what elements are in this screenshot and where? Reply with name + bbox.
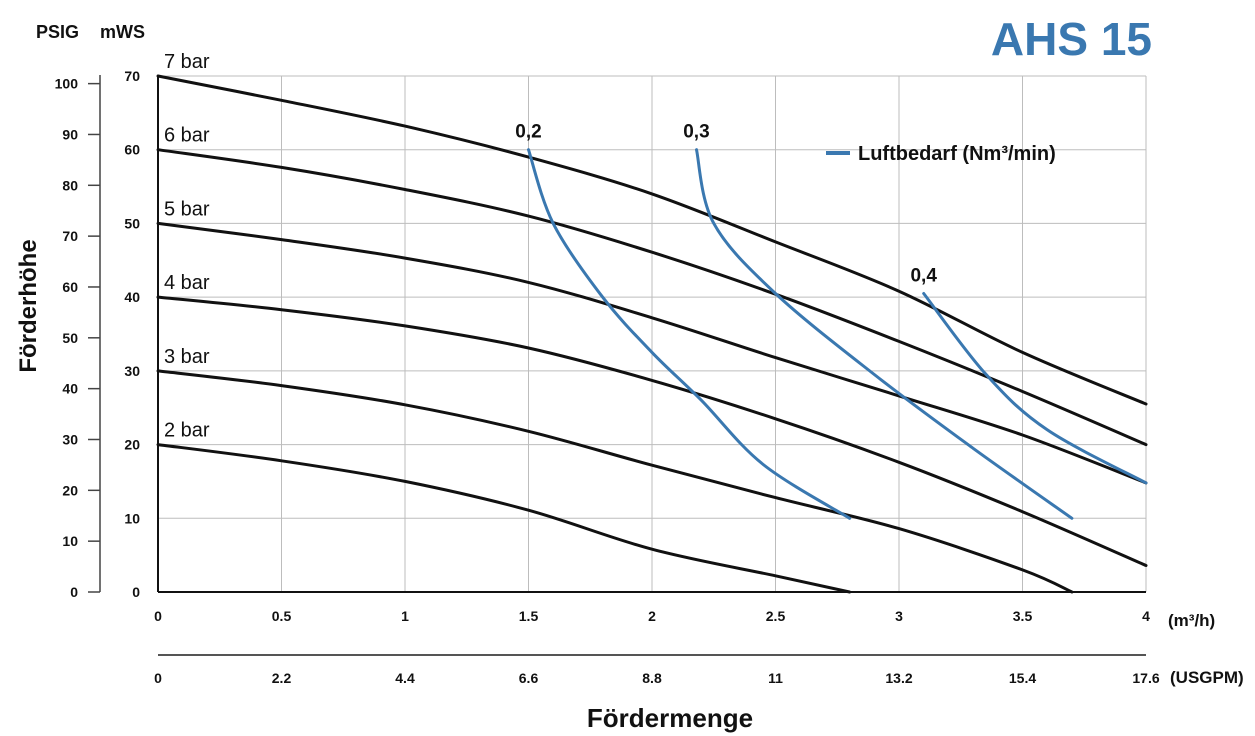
curve-label-2-bar: 2 bar (164, 420, 210, 442)
curve-label-6-bar: 6 bar (164, 125, 210, 147)
y-tick-psig-50: 50 (62, 330, 78, 346)
curve-6-bar (156, 148, 1148, 447)
x-tick-usgpm-0: 0 (154, 670, 162, 686)
y-tick-psig-40: 40 (62, 381, 78, 397)
x-tick-usgpm-4-4: 4.4 (395, 670, 415, 686)
y-tick-mws-10: 10 (124, 510, 140, 526)
air-curve-label-0-3: 0,3 (683, 122, 709, 143)
x-tick-m3h-4: 4 (1142, 608, 1150, 624)
x-unit-usgpm: (USGPM) (1170, 668, 1244, 687)
x-tick-usgpm-13-2: 13.2 (885, 670, 912, 686)
y-tick-mws-40: 40 (124, 289, 140, 305)
y-tick-psig-60: 60 (62, 279, 78, 295)
x-tick-m3h-2: 2 (648, 608, 656, 624)
air-curve-0-2 (527, 148, 852, 520)
x-tick-m3h-2-5: 2.5 (766, 608, 786, 624)
x-tick-usgpm-2-2: 2.2 (272, 670, 292, 686)
curve-label-4-bar: 4 bar (164, 272, 210, 294)
curve-2-bar (156, 443, 852, 594)
x-unit-m3h: (m³/h) (1168, 611, 1215, 630)
x-tick-usgpm-17-6: 17.6 (1132, 670, 1159, 686)
x-tick-m3h-0-5: 0.5 (272, 608, 292, 624)
air-curve-0-4 (922, 292, 1148, 485)
y-tick-mws-0: 0 (132, 584, 140, 600)
y-tick-psig-70: 70 (62, 228, 78, 244)
y-tick-psig-30: 30 (62, 431, 78, 447)
pressure-curves: 7 bar 6 bar 5 bar 4 bar 3 bar 2 bar (156, 51, 1148, 594)
mws-unit-label: mWS (100, 22, 145, 42)
y-tick-psig-80: 80 (62, 177, 78, 193)
x-axis-label: Fördermenge (587, 703, 753, 733)
y-tick-mws-60: 60 (124, 142, 140, 158)
y-axis-label: Förderhöhe (15, 239, 42, 372)
x-tick-m3h-1-5: 1.5 (519, 608, 539, 624)
x-tick-m3h-3-5: 3.5 (1013, 608, 1033, 624)
y-tick-psig-10: 10 (62, 533, 78, 549)
air-curve-0-3 (695, 148, 1074, 520)
x-tick-m3h-1: 1 (401, 608, 409, 624)
x-tick-usgpm-8-8: 8.8 (642, 670, 662, 686)
y-tick-mws-50: 50 (124, 215, 140, 231)
y-tick-psig-20: 20 (62, 482, 78, 498)
curve-label-5-bar: 5 bar (164, 198, 210, 220)
air-consumption-curves: 0,2 0,3 0,4 (515, 122, 1148, 520)
air-curve-label-0-4: 0,4 (910, 265, 937, 286)
x-tick-usgpm-11: 11 (768, 670, 783, 686)
x-tick-m3h-0: 0 (154, 608, 162, 624)
x-tick-m3h-3: 3 (895, 608, 903, 624)
curve-5-bar (156, 221, 1148, 485)
curve-label-3-bar: 3 bar (164, 346, 210, 368)
curve-7-bar (156, 74, 1148, 406)
curve-label-7-bar: 7 bar (164, 51, 210, 73)
y-tick-psig-0: 0 (70, 584, 78, 600)
y-tick-psig-100: 100 (55, 76, 79, 92)
x-tick-usgpm-6-6: 6.6 (519, 670, 539, 686)
y-tick-mws-70: 70 (124, 68, 140, 84)
legend: Luftbedarf (Nm³/min) (826, 143, 1056, 165)
legend-label: Luftbedarf (Nm³/min) (858, 143, 1056, 165)
axes (88, 76, 1146, 593)
y-tick-mws-20: 20 (124, 437, 140, 453)
x-tick-usgpm-15-4: 15.4 (1009, 670, 1036, 686)
air-curve-label-0-2: 0,2 (515, 122, 541, 143)
curve-3-bar (156, 369, 1074, 594)
y-tick-psig-90: 90 (62, 126, 78, 142)
chart-title: AHS 15 (991, 13, 1152, 65)
curve-4-bar (156, 295, 1148, 567)
y-tick-mws-30: 30 (124, 363, 140, 379)
psig-unit-label: PSIG (36, 22, 79, 42)
